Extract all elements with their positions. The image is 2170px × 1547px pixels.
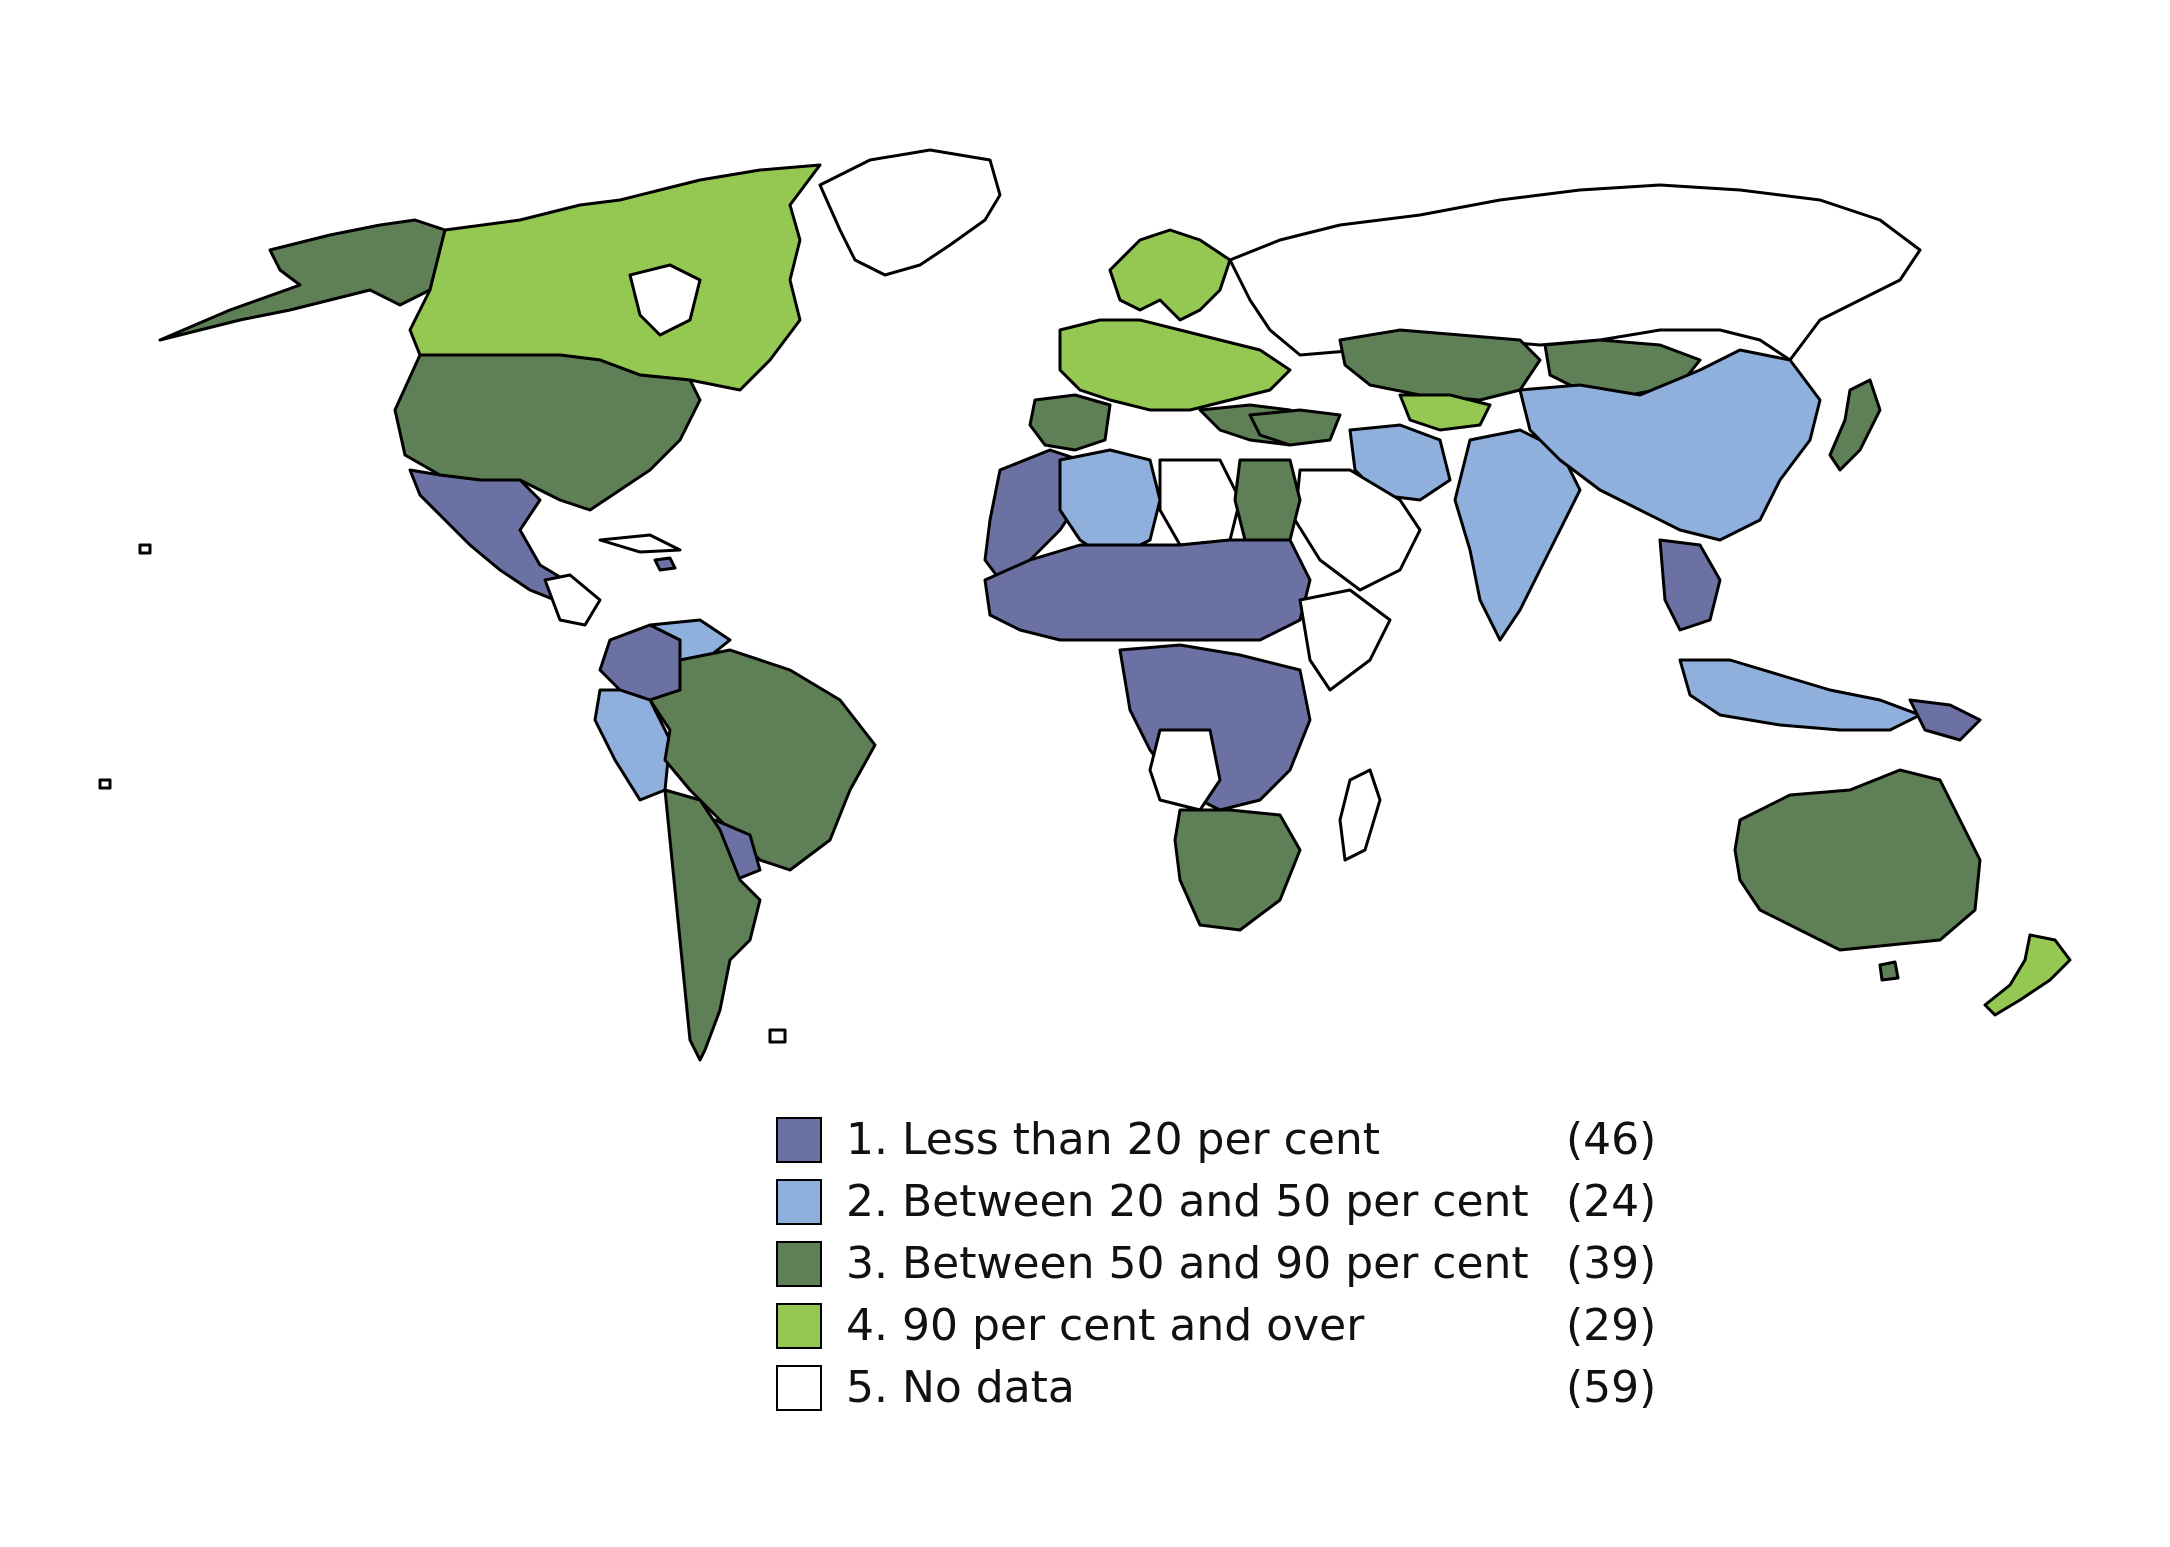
region-southern-africa bbox=[1173, 808, 1302, 932]
legend-item-5: 5. No data (59) bbox=[776, 1361, 1676, 1423]
region-scandinavia bbox=[1108, 228, 1232, 322]
region-caribbean bbox=[653, 556, 677, 572]
region-central-asia bbox=[1398, 393, 1492, 432]
legend-label-2: 2. Between 20 and 50 per cent bbox=[846, 1176, 1529, 1227]
region-algeria bbox=[1058, 448, 1162, 562]
region-egypt bbox=[1233, 458, 1302, 542]
region-usa bbox=[393, 353, 702, 512]
region-papua-new-guinea bbox=[1908, 698, 1982, 742]
region-russia bbox=[1228, 183, 1922, 362]
legend-item-2: 2. Between 20 and 50 per cent (24) bbox=[776, 1175, 1676, 1237]
region-brazil bbox=[648, 648, 877, 872]
legend-count-3: (39) bbox=[1566, 1238, 1657, 1289]
region-hudson-bay bbox=[628, 263, 702, 337]
region-southeast-asia bbox=[1658, 538, 1722, 632]
region-horn-of-africa bbox=[1298, 588, 1392, 692]
region-western-europe bbox=[1058, 318, 1292, 412]
region-falklands bbox=[768, 1028, 787, 1044]
legend-label-1: 1. Less than 20 per cent bbox=[846, 1114, 1381, 1165]
legend-item-4: 4. 90 per cent and over (29) bbox=[776, 1299, 1676, 1361]
legend-label-5: 5. No data bbox=[846, 1362, 1075, 1413]
legend-swatch-3 bbox=[776, 1241, 822, 1287]
region-sahel bbox=[983, 538, 1312, 642]
legend: 1. Less than 20 per cent (46) 2. Between… bbox=[776, 1113, 1676, 1423]
legend-swatch-2 bbox=[776, 1179, 822, 1225]
region-hawaii bbox=[138, 543, 152, 555]
region-central-america bbox=[543, 573, 602, 627]
region-china bbox=[1518, 348, 1822, 542]
region-greenland bbox=[818, 148, 1002, 277]
legend-swatch-1 bbox=[776, 1117, 822, 1163]
legend-count-2: (24) bbox=[1566, 1176, 1657, 1227]
region-new-zealand bbox=[1983, 933, 2072, 1017]
region-iberia bbox=[1028, 393, 1112, 452]
region-north-africa-west bbox=[983, 448, 1082, 582]
region-madagascar bbox=[1338, 768, 1382, 862]
legend-item-3: 3. Between 50 and 90 per cent (39) bbox=[776, 1237, 1676, 1299]
region-indonesia bbox=[1678, 658, 1922, 732]
legend-count-1: (46) bbox=[1566, 1114, 1657, 1165]
legend-item-1: 1. Less than 20 per cent (46) bbox=[776, 1113, 1676, 1175]
region-pacific-islands bbox=[98, 778, 112, 790]
region-australia bbox=[1733, 768, 1982, 952]
region-japan bbox=[1828, 378, 1882, 472]
region-kazakhstan bbox=[1338, 328, 1542, 402]
legend-swatch-4 bbox=[776, 1303, 822, 1349]
region-tasmania bbox=[1878, 960, 1900, 982]
region-argentina-chile bbox=[663, 788, 762, 1062]
region-libya bbox=[1158, 458, 1242, 547]
region-turkey bbox=[1248, 408, 1342, 447]
legend-label-3: 3. Between 50 and 90 per cent bbox=[846, 1238, 1529, 1289]
legend-label-4: 4. 90 per cent and over bbox=[846, 1300, 1365, 1351]
legend-count-4: (29) bbox=[1566, 1300, 1657, 1351]
legend-count-5: (59) bbox=[1566, 1362, 1657, 1413]
region-arabia bbox=[1293, 468, 1422, 592]
region-alaska bbox=[158, 218, 447, 342]
legend-swatch-5 bbox=[776, 1365, 822, 1411]
region-angola bbox=[1148, 728, 1222, 812]
region-cuba bbox=[598, 533, 682, 554]
